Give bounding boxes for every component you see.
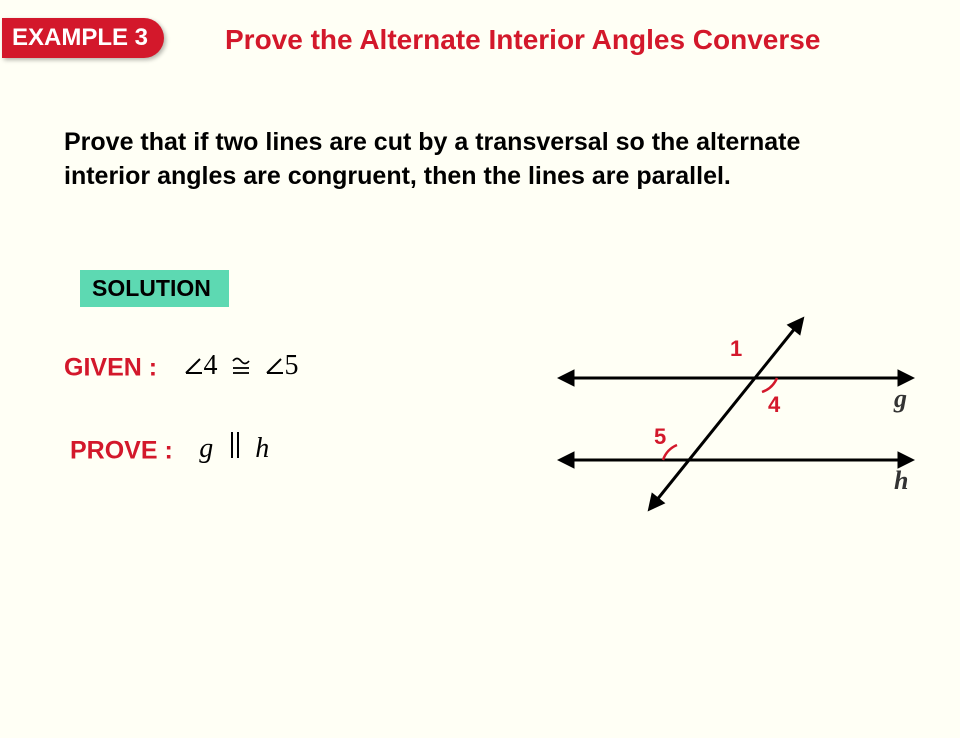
angle-4-label: 4 — [768, 392, 780, 418]
congruent-icon — [231, 354, 251, 386]
page-title: Prove the Alternate Interior Angles Conv… — [225, 24, 820, 56]
given-label: GIVEN : — [64, 354, 157, 382]
prove-statement: g h — [199, 433, 269, 464]
angle-5-label: 5 — [654, 424, 666, 450]
example-badge: EXAMPLE 3 — [2, 18, 164, 58]
prompt-text: Prove that if two lines are cut by a tra… — [64, 126, 874, 194]
given-angle-1: 4 — [204, 350, 219, 381]
prove-line-2: h — [255, 433, 269, 464]
angle-icon — [182, 355, 204, 377]
prove-label: PROVE : — [70, 437, 173, 465]
angle-icon — [263, 355, 285, 377]
given-angle-2: 5 — [285, 350, 300, 381]
solution-badge: SOLUTION — [80, 270, 229, 307]
parallel-icon — [228, 430, 242, 468]
given-row: GIVEN : 4 5 — [64, 350, 300, 390]
angle-1-label: 1 — [730, 336, 742, 362]
prove-row: PROVE : g h — [70, 432, 269, 472]
given-statement: 4 5 — [182, 350, 300, 381]
prove-line-1: g — [199, 433, 213, 464]
line-h-label: h — [894, 466, 908, 496]
diagram: 1 4 5 g h — [552, 310, 930, 522]
angle-4-arc — [762, 378, 777, 392]
header: EXAMPLE 3 Prove the Alternate Interior A… — [0, 18, 960, 66]
line-g-label: g — [894, 384, 907, 414]
